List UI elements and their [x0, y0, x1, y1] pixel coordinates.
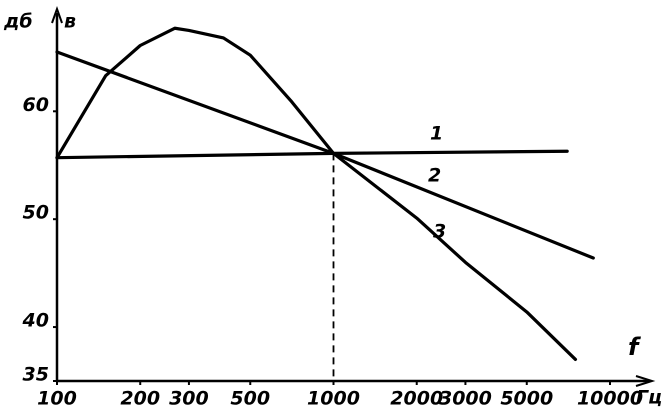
series-label: 2 — [428, 165, 441, 187]
y-arrow — [51, 6, 63, 24]
y-label-2: в — [64, 11, 76, 33]
x-tick-label: 500 — [230, 388, 270, 410]
y-label: дб — [3, 11, 33, 33]
y-tick-label: 40 — [22, 310, 49, 332]
x-unit: Гц — [636, 387, 662, 409]
series-label: 1 — [430, 123, 443, 145]
series-label: 3 — [433, 221, 446, 243]
x-tick-label: 200 — [120, 388, 160, 410]
x-label: f — [628, 333, 641, 361]
x-tick-label: 300 — [169, 388, 209, 410]
x-tick-label: 100 — [37, 388, 77, 410]
x-tick-label: 2000 — [390, 388, 443, 410]
x-tick-label: 1000 — [307, 388, 360, 410]
series-line — [55, 26, 578, 362]
series-line — [55, 149, 569, 160]
x-tick-label: 10000 — [577, 388, 643, 410]
x-arrow — [635, 375, 656, 387]
x-tick-label: 5000 — [500, 388, 553, 410]
y-tick-label: 60 — [23, 94, 49, 116]
y-tick-label: 35 — [23, 364, 49, 386]
y-tick-label: 50 — [23, 202, 49, 224]
x-tick-label: 3000 — [439, 388, 492, 410]
